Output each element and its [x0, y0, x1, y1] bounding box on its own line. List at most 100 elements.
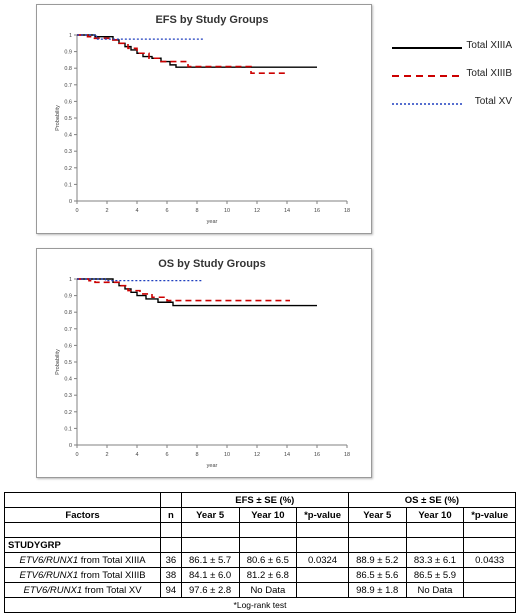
- os-year10-cell: 83.3 ± 6.1: [405, 552, 465, 568]
- efs-pvalue-cell: [296, 567, 349, 583]
- legend-item-total-xiiia: Total XIIIA: [392, 40, 516, 54]
- table-cell: [296, 537, 349, 553]
- legend-label: Total XIIIA: [466, 40, 512, 51]
- os-chart-panel: OS by Study Groups 0 0.1 0.2 0.3 0.4 0.5 0.6 0.7…: [36, 248, 372, 478]
- efs-y-tick-label: 0.6: [64, 99, 72, 105]
- efs-x-axis-label: year: [207, 219, 218, 225]
- efs-chart: EFS by Study Groups 0 0.1 0.2 0.3 0.4 0.5 0.6 0.…: [55, 14, 350, 225]
- os-x-tick-label: 16: [314, 452, 320, 458]
- survival-table: EFS ± SE (%) OS ± SE (%) Factors n Year …: [3, 492, 517, 613]
- efs-y-axis-label: Probability: [55, 105, 61, 131]
- table-cell: [238, 522, 298, 538]
- factor-cell: ETV6/RUNX1 from Total XIIIB: [3, 567, 162, 583]
- table-cell: [463, 522, 516, 538]
- os-x-tick-label: 12: [254, 452, 260, 458]
- os-x-tick-label: 4: [135, 452, 138, 458]
- os-x-tick-label: 18: [344, 452, 350, 458]
- os-year10-cell: No Data: [405, 582, 465, 598]
- table-cell: [296, 522, 349, 538]
- efs-x-tick-label: 6: [165, 208, 168, 214]
- os-x-axis-label: year: [207, 463, 218, 469]
- efs-year10-cell: No Data: [238, 582, 298, 598]
- efs-x-tick-label: 16: [314, 208, 320, 214]
- legend-label: Total XIIIB: [466, 68, 512, 79]
- os-y-tick-label: 0.6: [64, 343, 72, 349]
- os-series-total-xv: [77, 278, 203, 282]
- efs-y-tick-label: 0.7: [64, 83, 72, 89]
- efs-year5-cell: 97.6 ± 2.8: [180, 582, 240, 598]
- efs-series-total-xiiib: [77, 34, 289, 74]
- efs-x-tick-label: 0: [75, 208, 78, 214]
- os-x-tick-label: 8: [195, 452, 198, 458]
- table-cell: [405, 537, 465, 553]
- efs-group-header: EFS ± SE (%): [180, 492, 349, 508]
- table-cell: [3, 492, 162, 508]
- efs-y-tick-label: 1: [69, 33, 72, 39]
- efs-x-tick-label: 18: [344, 208, 350, 214]
- table-spacer-row: [3, 522, 516, 538]
- efs-pvalue-cell: [296, 582, 349, 598]
- efs-x-tick-label: 2: [105, 208, 108, 214]
- os-year5-cell: 88.9 ± 5.2: [347, 552, 407, 568]
- efs-y-tick-label: 0.3: [64, 149, 72, 155]
- gene-name: ETV6/RUNX1: [19, 554, 79, 566]
- efs-x-tick-label: 14: [284, 208, 290, 214]
- os-x-tick-label: 0: [75, 452, 78, 458]
- n-cell: 38: [160, 567, 182, 583]
- os-y-tick-label: 0.7: [64, 327, 72, 333]
- efs-year5-cell: 84.1 ± 6.0: [180, 567, 240, 583]
- os-y-tick-label: 0: [69, 443, 72, 449]
- factor-source: from Total XIIIB: [78, 569, 146, 581]
- col-header-os-pvalue: *p-value: [463, 507, 516, 523]
- efs-pvalue-cell: 0.0324: [296, 552, 349, 568]
- gene-name: ETV6/RUNX1: [19, 569, 79, 581]
- table-column-header-row: Factors n Year 5 Year 10 *p-value Year 5…: [3, 507, 516, 523]
- efs-x-tick-label: 4: [135, 208, 138, 214]
- legend-item-total-xiiib: Total XIIIB: [392, 68, 516, 82]
- os-y-tick-label: 0.1: [64, 426, 72, 432]
- table-cell: [160, 522, 182, 538]
- legend-label: Total XV: [474, 96, 512, 107]
- factor-cell: ETV6/RUNX1 from Total XV: [3, 582, 162, 598]
- factor-source: from Total XIIIA: [78, 554, 146, 566]
- os-chart: OS by Study Groups 0 0.1 0.2 0.3 0.4 0.5 0.6 0.7…: [55, 258, 350, 469]
- os-pvalue-cell: [463, 567, 516, 583]
- os-y-tick-label: 0.5: [64, 360, 72, 366]
- legend-swatch-solid: [392, 47, 462, 49]
- efs-y-tick-label: 0.1: [64, 182, 72, 188]
- col-header-os-year5: Year 5: [347, 507, 407, 523]
- efs-year10-cell: 80.6 ± 6.5: [238, 552, 298, 568]
- efs-y-tick-label: 0: [69, 199, 72, 205]
- os-y-tick-label: 0.4: [64, 377, 72, 383]
- os-title: OS by Study Groups: [158, 258, 266, 270]
- efs-y-tick-label: 0.9: [64, 50, 72, 56]
- col-header-n: n: [160, 507, 182, 523]
- gene-name: ETV6/RUNX1: [23, 584, 83, 596]
- section-label: STUDYGRP: [3, 537, 162, 553]
- table-cell: [347, 537, 407, 553]
- os-y-axis-label: Probability: [55, 349, 61, 375]
- efs-x-tick-label: 12: [254, 208, 260, 214]
- factor-source: from Total XV: [82, 584, 142, 596]
- legend-swatch-dashed: [392, 75, 462, 77]
- legend-item-total-xv: Total XV: [392, 96, 516, 110]
- efs-y-tick-label: 0.5: [64, 116, 72, 122]
- efs-x-tick-label: 10: [224, 208, 230, 214]
- factor-cell: ETV6/RUNX1 from Total XIIIA: [3, 552, 162, 568]
- table-cell: [3, 522, 162, 538]
- n-cell: 36: [160, 552, 182, 568]
- os-pvalue-cell: 0.0433: [463, 552, 516, 568]
- table-group-header-row: EFS ± SE (%) OS ± SE (%): [3, 492, 517, 508]
- efs-title: EFS by Study Groups: [155, 14, 268, 26]
- os-y-tick-label: 1: [69, 277, 72, 283]
- os-y-tick-label: 0.9: [64, 294, 72, 300]
- os-y-tick-label: 0.3: [64, 393, 72, 399]
- table-section-row: STUDYGRP: [3, 537, 516, 553]
- efs-series-total-xv: [77, 34, 203, 40]
- col-header-efs-pvalue: *p-value: [296, 507, 349, 523]
- table-cell: [160, 492, 182, 508]
- table-row: ETV6/RUNX1 from Total XV 94 97.6 ± 2.8 N…: [3, 582, 516, 598]
- table-cell: [238, 537, 298, 553]
- os-x-tick-label: 14: [284, 452, 290, 458]
- efs-series-total-xiiia: [77, 34, 317, 68]
